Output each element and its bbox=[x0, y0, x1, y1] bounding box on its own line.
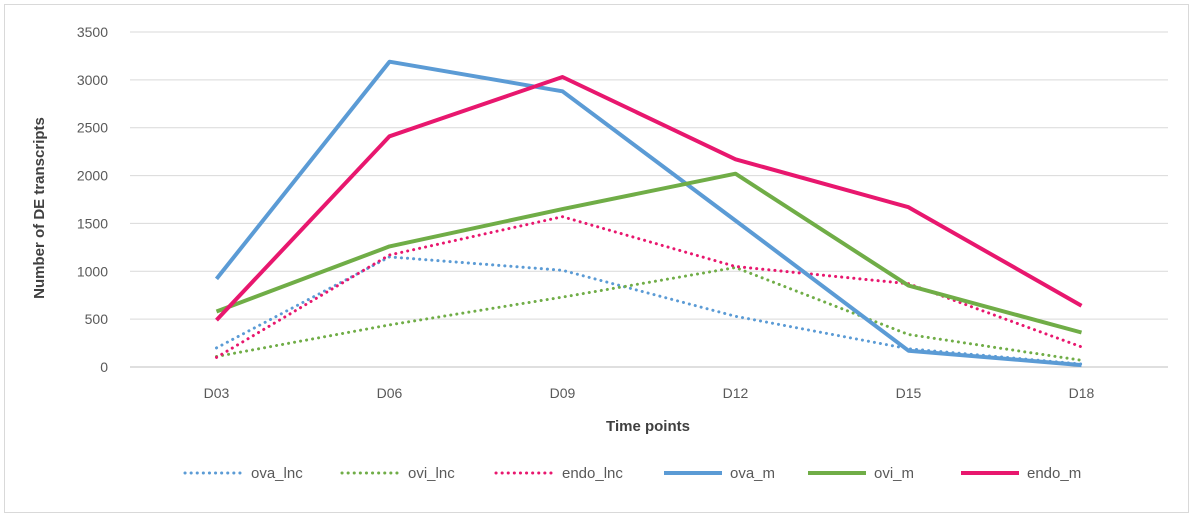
series-line-ovi-m bbox=[215, 171, 1083, 335]
series-line-ova-m bbox=[214, 59, 1082, 368]
x-tick-label: D12 bbox=[723, 385, 749, 401]
x-tick-label: D15 bbox=[896, 385, 922, 401]
series-line-endo-lnc bbox=[215, 215, 1083, 359]
y-tick-label: 0 bbox=[100, 359, 108, 375]
series-line-ova-lnc bbox=[215, 255, 1083, 366]
series-line-ovi-lnc bbox=[215, 266, 1083, 362]
x-tick-label: D03 bbox=[204, 385, 230, 401]
x-axis-ticks: D03 D06 D09 D12 D15 D18 bbox=[204, 385, 1095, 401]
legend-label: endo_m bbox=[1027, 465, 1081, 482]
y-axis-title: Number of DE transcripts bbox=[31, 117, 48, 299]
gridlines bbox=[130, 31, 1168, 368]
y-tick-label: 2000 bbox=[77, 168, 108, 184]
chart-frame bbox=[4, 4, 1189, 513]
y-axis-ticks: 0 500 1000 1500 2000 2500 3000 3500 bbox=[77, 24, 108, 375]
y-tick-label: 3000 bbox=[77, 72, 108, 88]
x-tick-label: D06 bbox=[377, 385, 403, 401]
y-tick-label: 1000 bbox=[77, 263, 108, 279]
series-lines bbox=[214, 59, 1083, 368]
legend-label: ovi_m bbox=[874, 465, 914, 482]
legend-label: ova_m bbox=[730, 465, 775, 482]
legend-label: endo_lnc bbox=[562, 465, 623, 482]
legend-label: ovi_lnc bbox=[408, 465, 455, 482]
x-tick-label: D18 bbox=[1069, 385, 1095, 401]
legend-label: ova_lnc bbox=[251, 465, 303, 482]
y-tick-label: 1500 bbox=[77, 215, 108, 231]
y-tick-label: 500 bbox=[85, 311, 109, 327]
x-tick-label: D09 bbox=[550, 385, 576, 401]
legend: ova_lnc ovi_lnc endo_lnc ova_m ovi_m endo_m bbox=[183, 465, 1081, 482]
x-axis-title: Time points bbox=[606, 418, 690, 435]
series-line-endo-m bbox=[215, 75, 1083, 322]
y-tick-label: 2500 bbox=[77, 120, 108, 136]
y-tick-label: 3500 bbox=[77, 24, 108, 40]
